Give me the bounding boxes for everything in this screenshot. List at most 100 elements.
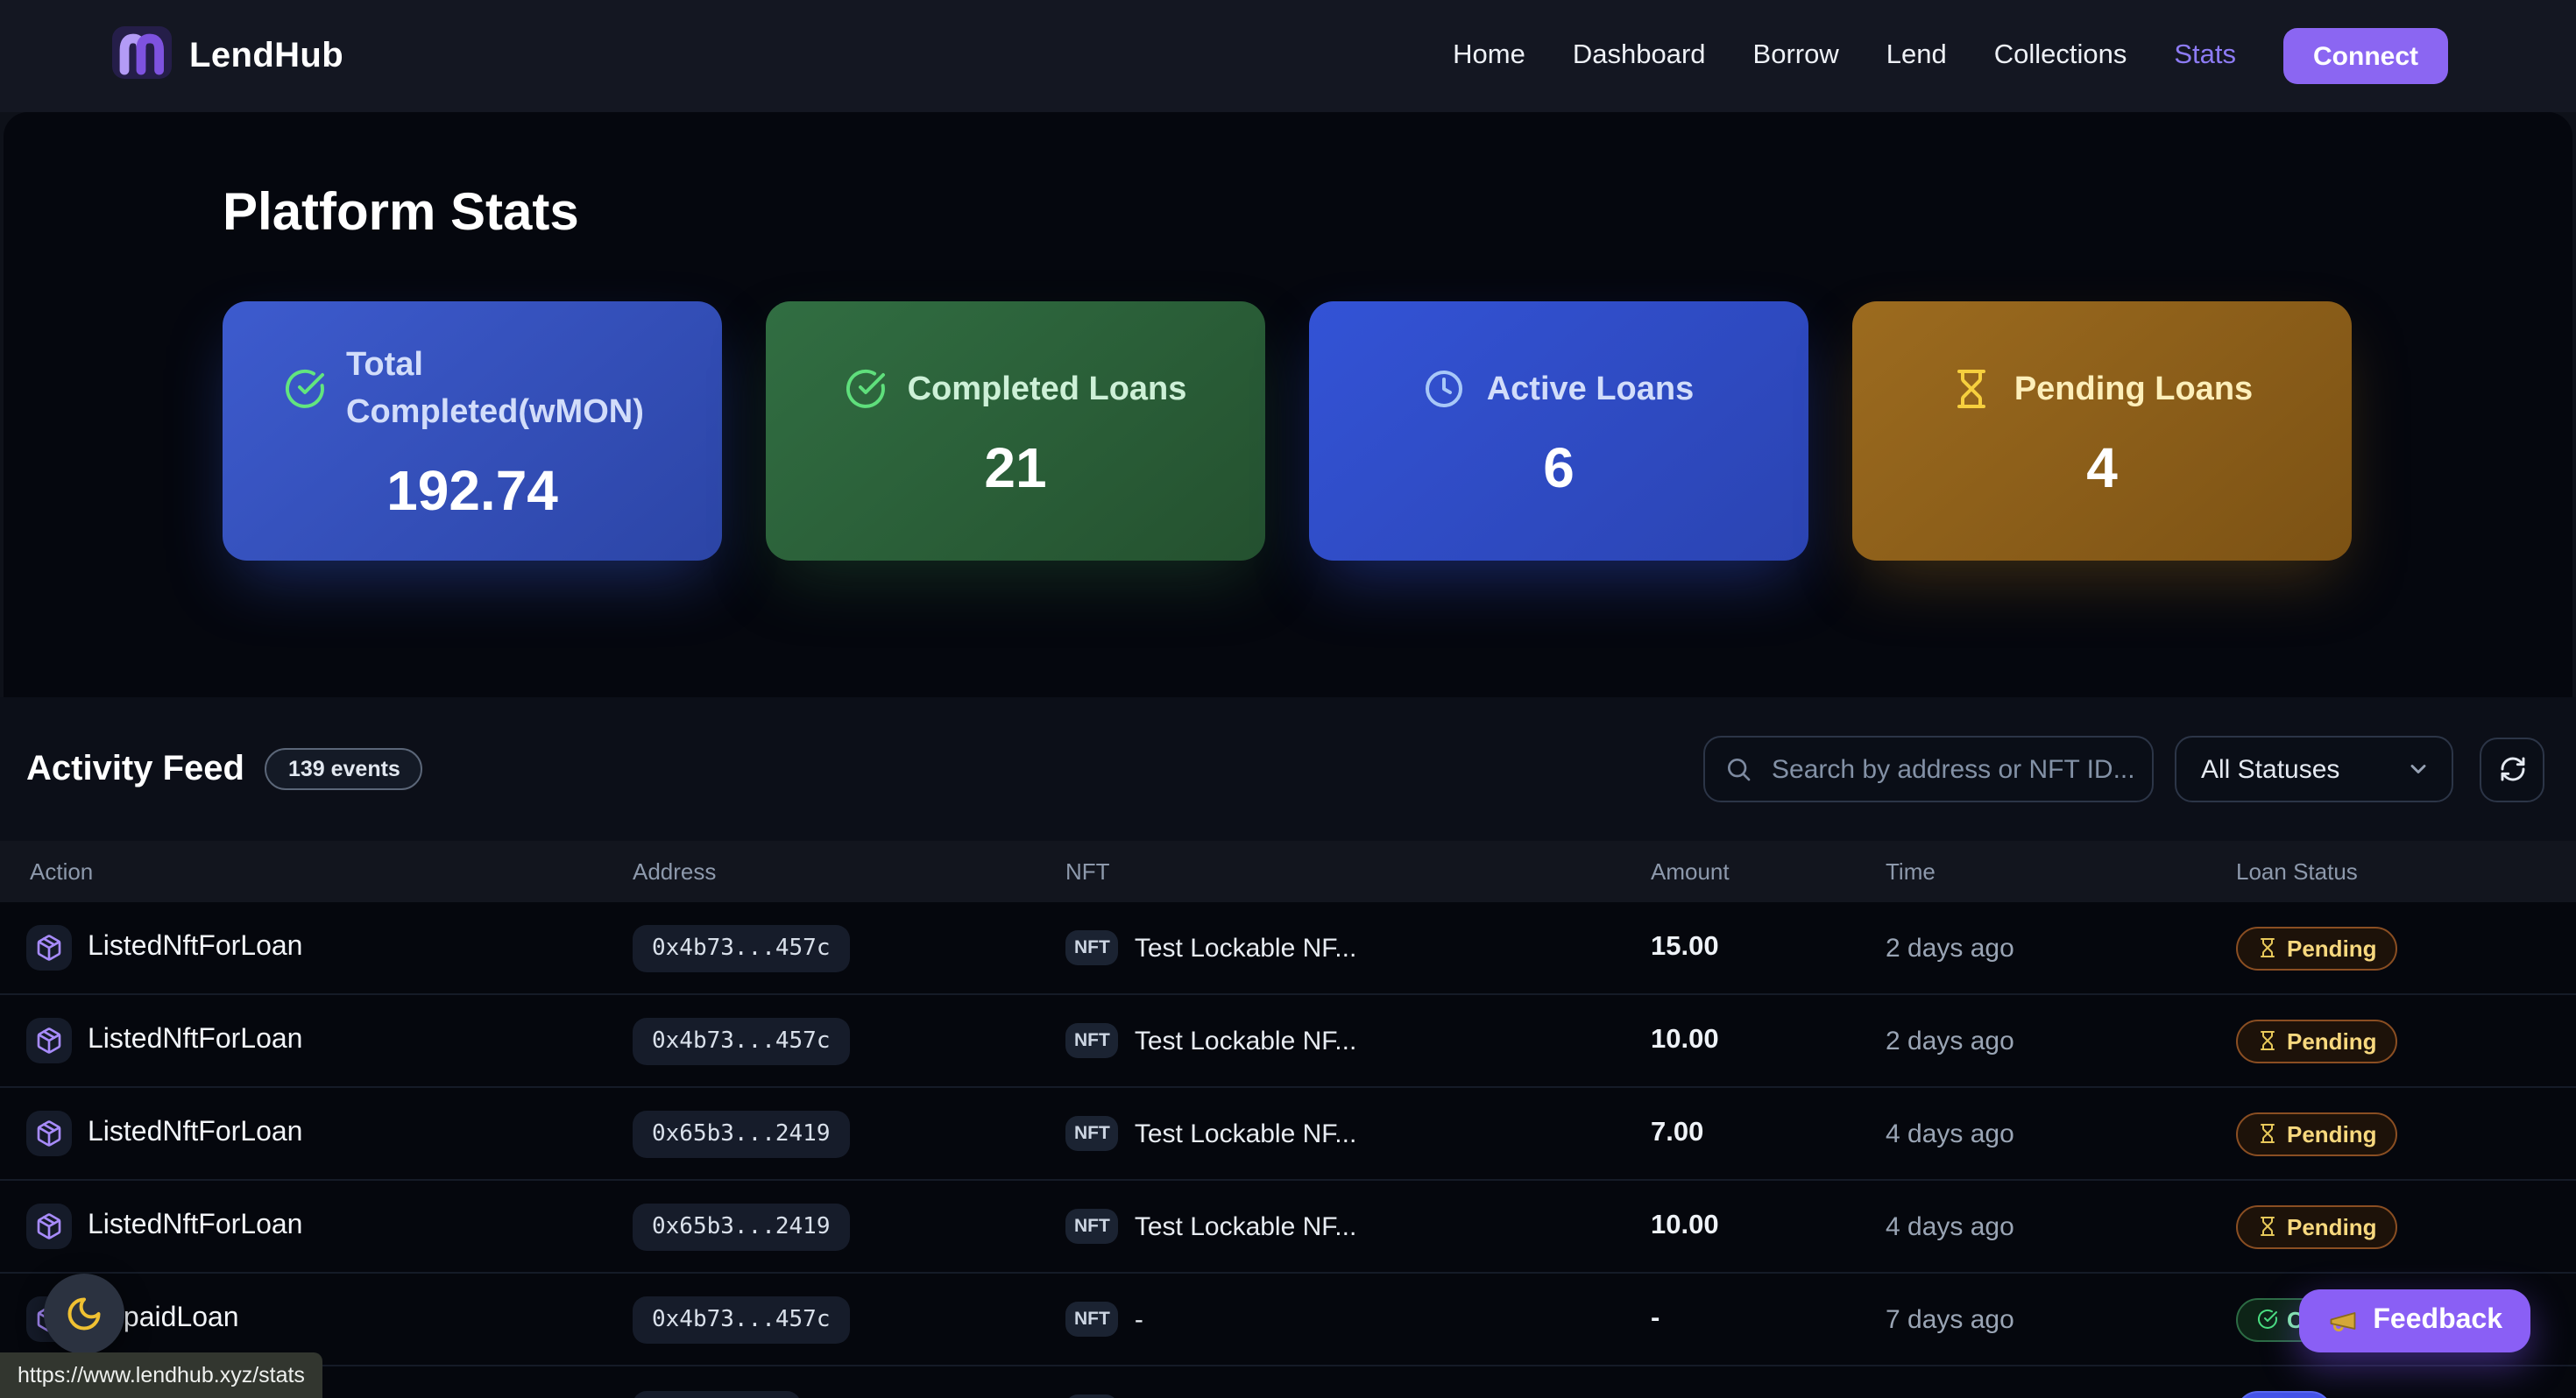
stat-card-value: 6 (1543, 435, 1575, 498)
status-filter-value: All Statuses (2201, 754, 2340, 784)
stats-cards: Total Completed(wMON) 192.74 Completed Loa… (223, 301, 2352, 561)
column-header-loan-status: Loan Status (2236, 858, 2358, 885)
activity-feed-title: Activity Feed (26, 749, 244, 787)
column-header-address: Address (633, 858, 717, 885)
action-label: ListedNftForLoan (88, 932, 303, 962)
nft-name: Test Lockable NF... (1134, 1119, 1357, 1148)
nav-link-dashboard[interactable]: Dashboard (1572, 40, 1706, 70)
nft-tag: NFT (1065, 1116, 1119, 1151)
table-row: ListedNftForLoan 0x65b3...2419 NFT Test Loc… (0, 1181, 2576, 1274)
stat-card-label: Total Completed(wMON) (346, 347, 644, 431)
address-chip: 0x4b73...457c (633, 1017, 850, 1064)
stat-card: Total Completed(wMON) 192.74 (223, 301, 722, 561)
status-bar-url: https://www.lendhub.xyz/stats (0, 1352, 322, 1398)
column-header-nft: NFT (1065, 858, 1110, 885)
column-header-amount: Amount (1651, 858, 1730, 885)
stat-card-value: 192.74 (386, 459, 558, 522)
nft-tag: NFT (1065, 1394, 1119, 1398)
loan-status-label: Pending (2287, 935, 2377, 961)
moon-icon (67, 1297, 101, 1331)
loan-status-badge-pending: Pending (2236, 1019, 2398, 1063)
nft-name: Test Lockable NF... (1134, 1026, 1357, 1056)
refresh-button[interactable] (2480, 737, 2544, 801)
check-circle-icon (283, 368, 325, 410)
nft-tag: NFT (1065, 1023, 1119, 1058)
stat-card-label: Pending Loans (2013, 371, 2254, 407)
amount-value: 15.00 (1651, 932, 1719, 962)
platform-stats-section: Platform Stats Total Completed(wMON) 192.… (4, 112, 2572, 697)
address-chip: 0x65b3...2419 (633, 1110, 850, 1157)
column-header-action: Action (30, 858, 94, 885)
lendhub-logo-icon (112, 25, 172, 87)
nav-links: Home Dashboard Borrow Lend Collections Stats (1453, 40, 2236, 72)
address-chip: 0x4b73...457c (633, 1296, 850, 1343)
loan-status-badge-active (2236, 1390, 2332, 1398)
activity-feed-header: Activity Feed 139 events All Statuses (0, 697, 2576, 841)
stat-card: Pending Loans 4 (1852, 301, 2352, 561)
brand[interactable]: LendHub (112, 25, 343, 87)
refresh-icon (2500, 757, 2524, 781)
package-icon (26, 925, 72, 971)
feed-controls: All Statuses (1703, 736, 2544, 802)
loan-status-badge-pending: Pending (2236, 926, 2398, 970)
status-filter-dropdown[interactable]: All Statuses (2175, 736, 2453, 802)
amount-value: 10.00 (1651, 1211, 1719, 1240)
search-icon (1728, 759, 1751, 781)
nav-link-lend[interactable]: Lend (1886, 40, 1947, 70)
nft-name: Test Lockable NF... (1134, 1211, 1357, 1241)
nft-tag: NFT (1065, 1302, 1119, 1337)
stat-card-value: 21 (984, 435, 1047, 498)
action-label: ListedNftForLoan (88, 1025, 303, 1055)
column-header-time: Time (1886, 858, 1936, 885)
action-label: ListedNftForLoan (88, 1118, 303, 1147)
chevron-down-icon (2410, 765, 2426, 773)
amount-value: - (1651, 1303, 1660, 1333)
amount-value: 7.00 (1651, 1118, 1704, 1147)
search-input[interactable] (1703, 736, 2154, 802)
time-value: 7 days ago (1886, 1304, 2014, 1334)
amount-value: 10.00 (1651, 1025, 1719, 1055)
table-row: ListedNftForLoan 0x65b3...2419 NFT Test Loc… (0, 1088, 2576, 1181)
nav-link-home[interactable]: Home (1453, 40, 1525, 70)
connect-button[interactable]: Connect (2283, 28, 2448, 84)
nft-tag: NFT (1065, 930, 1119, 965)
stat-card-value: 4 (2086, 435, 2118, 498)
stat-card: Completed Loans 21 (766, 301, 1265, 561)
time-value: 2 days ago (1886, 1026, 2014, 1056)
table-body: ListedNftForLoan 0x4b73...457c NFT Test Loc… (0, 902, 2576, 1398)
loan-status-label: Pending (2287, 1120, 2377, 1147)
table-row: NFT (0, 1366, 2576, 1398)
address-chip (633, 1390, 801, 1398)
table-row: ListedNftForLoan 0x4b73...457c NFT Test Loc… (0, 902, 2576, 995)
nft-name: Test Lockable NF... (1134, 933, 1357, 963)
nav-link-collections[interactable]: Collections (1993, 40, 2127, 70)
stat-card: Active Loans 6 (1309, 301, 1808, 561)
nft-tag: NFT (1065, 1209, 1119, 1244)
table-row: ListedNftForLoan 0x4b73...457c NFT Test Loc… (0, 995, 2576, 1088)
clock-icon (1424, 368, 1466, 410)
theme-toggle-button[interactable] (44, 1274, 124, 1354)
package-icon (26, 1018, 72, 1063)
address-chip: 0x4b73...457c (633, 924, 850, 971)
time-value: 4 days ago (1886, 1211, 2014, 1241)
package-icon (26, 1111, 72, 1156)
check-circle-icon (845, 368, 887, 410)
address-chip: 0x65b3...2419 (633, 1203, 850, 1250)
hourglass-icon (1951, 368, 1993, 410)
megaphone-icon (2330, 1312, 2356, 1331)
time-value: 2 days ago (1886, 933, 2014, 963)
stat-card-label: Active Loans (1486, 371, 1695, 407)
page-title: Platform Stats (223, 184, 579, 242)
loan-status-badge-pending: Pending (2236, 1112, 2398, 1155)
table-header: Action Address NFT Amount Time Loan Status (0, 841, 2576, 902)
package-icon (26, 1204, 72, 1249)
time-value: 4 days ago (1886, 1119, 2014, 1148)
feedback-label: Feedback (2373, 1305, 2502, 1335)
nav-link-stats[interactable]: Stats (2174, 40, 2236, 70)
search-box (1703, 736, 2154, 802)
nav-link-borrow[interactable]: Borrow (1752, 40, 1839, 70)
top-nav: LendHub Home Dashboard Borrow Lend Collectio… (0, 0, 2576, 112)
feedback-button[interactable]: Feedback (2299, 1289, 2530, 1352)
